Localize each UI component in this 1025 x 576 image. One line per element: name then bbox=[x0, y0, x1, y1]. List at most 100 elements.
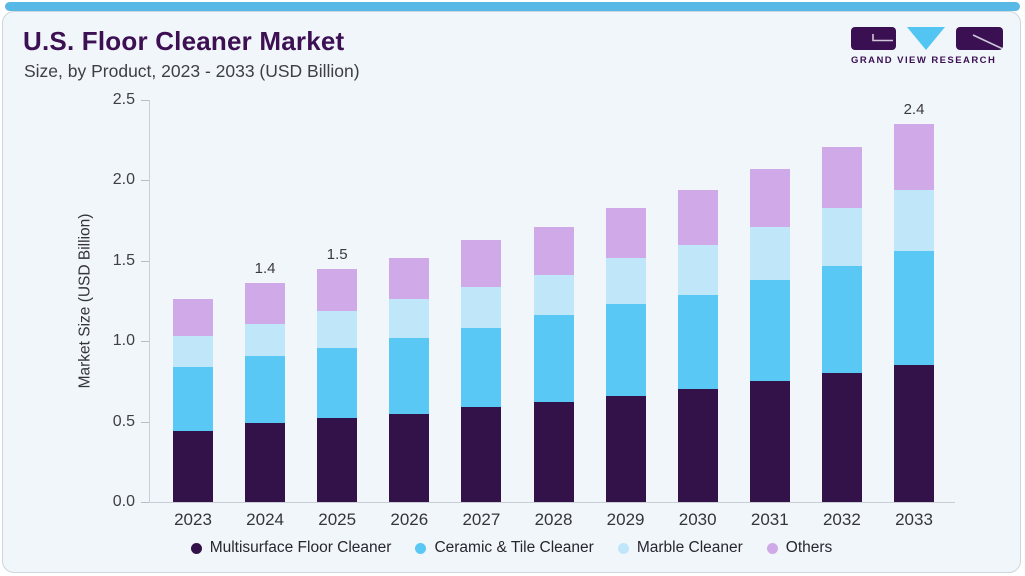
bar-value-label: 1.5 bbox=[326, 245, 348, 263]
bar-segment-ceramic-tile-cleaner[interactable] bbox=[389, 337, 430, 414]
bar-segment-multisurface-floor-cleaner[interactable] bbox=[461, 407, 502, 502]
bar-segment-multisurface-floor-cleaner[interactable] bbox=[894, 365, 934, 502]
bar-segment-others[interactable] bbox=[389, 257, 430, 300]
legend-dot-icon bbox=[617, 542, 629, 554]
x-axis-label: 2033 bbox=[895, 510, 933, 529]
x-axis-label: 2027 bbox=[462, 510, 501, 529]
x-axis-label: 2024 bbox=[246, 510, 284, 529]
bar-2028[interactable] bbox=[533, 227, 574, 502]
bar-segment-others[interactable] bbox=[677, 190, 718, 245]
legend-item-multisurface-floor-cleaner[interactable]: Multisurface Floor Cleaner bbox=[190, 539, 392, 557]
bar-segment-others[interactable] bbox=[749, 169, 790, 228]
y-axis-tick bbox=[141, 341, 149, 343]
x-axis-label: 2032 bbox=[822, 510, 861, 529]
bar-2023[interactable] bbox=[173, 299, 213, 502]
bar-segment-ceramic-tile-cleaner[interactable] bbox=[461, 328, 502, 408]
plot-area: 0.0 0.5 1.0 1.5 2.0 2.5 2023 1.4 2024 1.5 2025 2026… bbox=[113, 91, 955, 529]
bar-segment-ceramic-tile-cleaner[interactable] bbox=[749, 280, 790, 382]
grand-view-research-logo: GRAND VIEW RESEARCH bbox=[851, 27, 1003, 66]
bar-segment-marble-cleaner[interactable] bbox=[317, 310, 358, 348]
y-axis-tick-label: 1.5 bbox=[112, 251, 135, 269]
y-axis-tick-label: 2.5 bbox=[112, 91, 135, 108]
bar-segment-ceramic-tile-cleaner[interactable] bbox=[821, 265, 862, 374]
bar-segment-ceramic-tile-cleaner[interactable] bbox=[677, 294, 718, 390]
y-axis-tick bbox=[141, 100, 149, 101]
x-axis-line bbox=[149, 502, 955, 503]
legend-label: Others bbox=[785, 539, 833, 556]
bar-segment-multisurface-floor-cleaner[interactable] bbox=[749, 381, 790, 502]
bar-value-label: 1.4 bbox=[254, 260, 276, 278]
bar-segment-marble-cleaner[interactable] bbox=[245, 323, 286, 356]
page-title: U.S. Floor Cleaner Market bbox=[23, 26, 345, 56]
bar-segment-others[interactable] bbox=[533, 227, 574, 276]
x-axis-label: 2029 bbox=[606, 510, 645, 529]
bar-2025[interactable] bbox=[317, 268, 358, 502]
bar-2033[interactable] bbox=[894, 124, 934, 502]
top-accent-strip bbox=[5, 2, 1020, 11]
y-axis-tick-label: 0.5 bbox=[112, 412, 135, 430]
bar-segment-multisurface-floor-cleaner[interactable] bbox=[677, 389, 718, 502]
bar-segment-multisurface-floor-cleaner[interactable] bbox=[173, 431, 213, 502]
bar-segment-marble-cleaner[interactable] bbox=[605, 257, 646, 305]
bar-segment-ceramic-tile-cleaner[interactable] bbox=[605, 304, 646, 396]
bar-value-label: 2.4 bbox=[903, 101, 925, 119]
legend-dot-icon bbox=[766, 542, 778, 554]
bar-segment-ceramic-tile-cleaner[interactable] bbox=[245, 355, 286, 424]
x-axis-label: 2026 bbox=[390, 510, 429, 529]
bar-segment-marble-cleaner[interactable] bbox=[461, 286, 502, 329]
bar-segment-ceramic-tile-cleaner[interactable] bbox=[894, 251, 934, 366]
bar-segment-others[interactable] bbox=[821, 146, 862, 208]
bar-segment-marble-cleaner[interactable] bbox=[389, 299, 430, 338]
bar-segment-others[interactable] bbox=[894, 124, 934, 191]
logo-g-icon bbox=[851, 27, 896, 50]
legend-dot-icon bbox=[190, 542, 202, 554]
bar-2032[interactable] bbox=[821, 146, 862, 502]
chart-card: U.S. Floor Cleaner Market Size, by Produ… bbox=[2, 11, 1021, 573]
bar-segment-multisurface-floor-cleaner[interactable] bbox=[245, 423, 286, 502]
x-axis-label: 2023 bbox=[174, 510, 212, 529]
legend-label: Multisurface Floor Cleaner bbox=[209, 539, 392, 556]
y-axis-title: Market Size (USD Billion) bbox=[76, 213, 94, 389]
bar-segment-marble-cleaner[interactable] bbox=[821, 207, 862, 266]
bar-2030[interactable] bbox=[677, 190, 718, 502]
bar-segment-others[interactable] bbox=[317, 268, 358, 311]
y-axis-tick-label: 1.0 bbox=[112, 332, 135, 350]
bar-2027[interactable] bbox=[461, 239, 502, 502]
bar-2026[interactable] bbox=[389, 257, 430, 502]
legend-dot-icon bbox=[415, 542, 427, 554]
bar-2024[interactable] bbox=[245, 283, 286, 502]
page-subtitle: Size, by Product, 2023 - 2033 (USD Billi… bbox=[24, 61, 360, 81]
logo-v-triangle-icon bbox=[907, 27, 945, 50]
bar-segment-marble-cleaner[interactable] bbox=[749, 227, 790, 281]
logo-brand-text: GRAND VIEW RESEARCH bbox=[851, 55, 997, 66]
bar-segment-marble-cleaner[interactable] bbox=[677, 244, 718, 295]
logo-r-icon bbox=[956, 27, 1003, 50]
legend-item-marble-cleaner[interactable]: Marble Cleaner bbox=[617, 539, 743, 557]
y-axis-tick bbox=[141, 421, 149, 423]
bar-segment-ceramic-tile-cleaner[interactable] bbox=[317, 347, 358, 419]
bar-segment-others[interactable] bbox=[461, 239, 502, 287]
x-axis-label: 2030 bbox=[678, 510, 717, 529]
bar-segment-multisurface-floor-cleaner[interactable] bbox=[317, 418, 358, 502]
bar-segment-ceramic-tile-cleaner[interactable] bbox=[173, 366, 213, 432]
bar-segment-multisurface-floor-cleaner[interactable] bbox=[533, 402, 574, 502]
bar-segment-marble-cleaner[interactable] bbox=[894, 190, 934, 252]
y-axis-line bbox=[149, 100, 150, 503]
x-axis-label: 2025 bbox=[318, 510, 357, 529]
bar-segment-multisurface-floor-cleaner[interactable] bbox=[389, 413, 430, 502]
bar-segment-multisurface-floor-cleaner[interactable] bbox=[821, 373, 862, 502]
bar-2031[interactable] bbox=[749, 169, 790, 502]
y-axis-tick bbox=[141, 502, 149, 503]
bar-segment-others[interactable] bbox=[173, 299, 213, 337]
bar-segment-marble-cleaner[interactable] bbox=[173, 336, 213, 367]
bar-segment-others[interactable] bbox=[245, 283, 286, 324]
bar-segment-ceramic-tile-cleaner[interactable] bbox=[533, 315, 574, 403]
legend: Multisurface Floor Cleaner Ceramic & Tile… bbox=[3, 539, 1020, 557]
bar-segment-marble-cleaner[interactable] bbox=[533, 275, 574, 316]
legend-item-ceramic-tile-cleaner[interactable]: Ceramic & Tile Cleaner bbox=[415, 539, 594, 557]
bar-segment-others[interactable] bbox=[605, 207, 646, 258]
bar-segment-multisurface-floor-cleaner[interactable] bbox=[605, 395, 646, 502]
x-axis-label: 2031 bbox=[750, 510, 789, 529]
legend-item-others[interactable]: Others bbox=[766, 539, 833, 557]
bar-2029[interactable] bbox=[605, 207, 646, 502]
